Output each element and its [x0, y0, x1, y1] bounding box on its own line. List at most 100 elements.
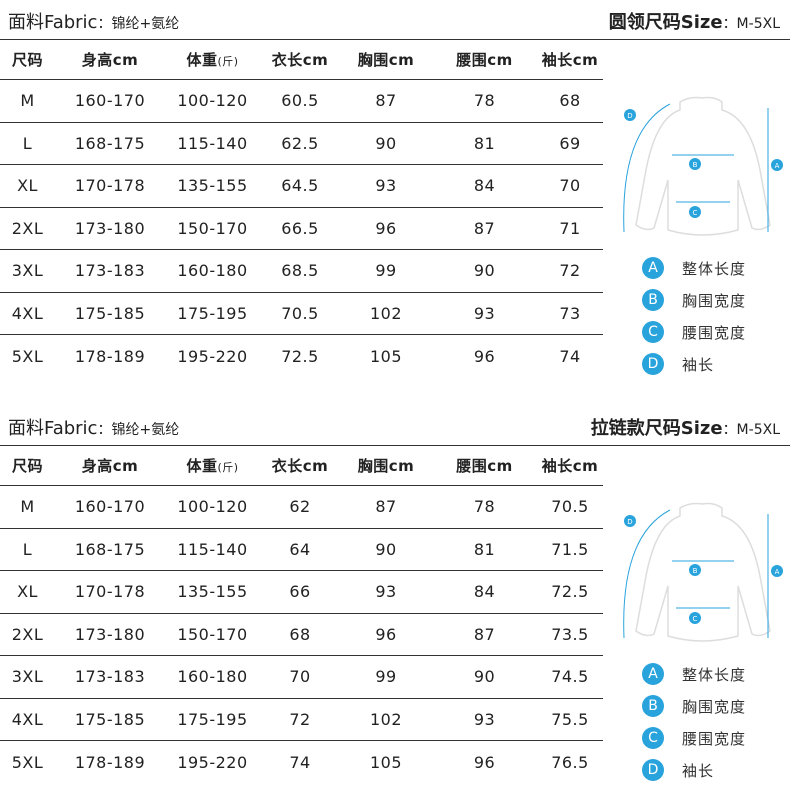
- svg-text:B: B: [693, 161, 698, 169]
- column-header-text: 衣长cm: [271, 457, 329, 475]
- diagram: D A B C: [610, 496, 790, 656]
- size-chart-section: 面料Fabric：锦纶+氨纶 圆领尺码Size：M-5XL 尺码 身高cm 体重(斤…: [0, 0, 790, 395]
- table-cell: 195-220: [177, 752, 248, 772]
- legend-label: 胸围宽度: [682, 697, 747, 716]
- table-cell: 76.5: [551, 752, 589, 772]
- column-header: 袖长cm: [537, 49, 603, 70]
- table-cell: 150-170: [177, 624, 248, 644]
- column-header: 胸围cm: [340, 49, 432, 70]
- legend-badge-icon: A: [642, 257, 664, 279]
- table-cell: 178-189: [74, 346, 146, 366]
- legend-label: 胸围宽度: [682, 291, 747, 310]
- column-header-text: 体重: [186, 457, 218, 475]
- svg-text:D: D: [627, 112, 632, 120]
- table-cell: 150-170: [177, 218, 248, 238]
- table-cell: 175-185: [74, 709, 146, 729]
- legend-badge-icon: D: [642, 353, 664, 375]
- table-cell: L: [22, 539, 33, 559]
- sleeve-arrow: [623, 103, 671, 233]
- column-header: 胸围cm: [340, 455, 432, 476]
- legend-item: D 袖长: [642, 754, 746, 786]
- table-cell: 87: [375, 497, 397, 517]
- column-header: 尺码: [0, 49, 55, 70]
- table-cell: 72: [289, 709, 311, 729]
- column-header-text: 胸围cm: [357, 457, 415, 475]
- table-cell: 66.5: [281, 218, 319, 238]
- legend-label: 腰围宽度: [682, 729, 747, 748]
- table-cell: L: [22, 133, 33, 153]
- table-cell: 4XL: [11, 709, 44, 729]
- table-cell: 99: [375, 261, 397, 281]
- legend-badge-icon: C: [642, 321, 664, 343]
- table-cell: 87: [375, 91, 397, 111]
- table-cell: XL: [17, 582, 38, 602]
- column-header-text: 衣长cm: [271, 51, 329, 69]
- table-cell: 87: [473, 624, 496, 644]
- table-cell: 2XL: [11, 218, 44, 238]
- table-cell: 93: [375, 176, 397, 196]
- table-row: 3XL 173-183 160-180 70 99 90 74.5: [0, 656, 603, 699]
- table-cell: 135-155: [177, 176, 248, 196]
- table-row: L 168-175 115-140 64 90 81 71.5: [0, 529, 603, 571]
- column-header-text: 腰围cm: [456, 457, 513, 475]
- column-header: 尺码: [0, 455, 55, 476]
- table-cell: 5XL: [11, 752, 44, 772]
- table-cell: 73: [559, 303, 581, 323]
- table-cell: 70.5: [551, 497, 589, 517]
- legend-label: 袖长: [682, 761, 715, 780]
- legend-badge-icon: C: [642, 727, 664, 749]
- table-cell: 69: [559, 133, 581, 153]
- diagram: D A B C: [610, 90, 790, 250]
- table-cell: 170-178: [74, 582, 146, 602]
- table-cell: 93: [375, 582, 397, 602]
- table-cell: 90: [375, 539, 397, 559]
- table-row: XL 170-178 135-155 66 93 84 72.5: [0, 571, 603, 614]
- table-row: M 160-170 100-120 62 87 78 70.5: [0, 486, 603, 529]
- column-header-text: 身高cm: [81, 51, 139, 69]
- table-cell: 135-155: [177, 582, 248, 602]
- table-cell: 99: [375, 667, 397, 687]
- shirt-diagram: D A B C: [623, 96, 783, 236]
- table-cell: 75.5: [551, 709, 589, 729]
- table-cell: 175-195: [177, 709, 248, 729]
- table-row: 2XL 173-180 150-170 66.5 96 87 71: [0, 208, 603, 250]
- table-cell: 96: [375, 624, 397, 644]
- table-cell: 78: [473, 91, 496, 111]
- table-cell: 168-175: [74, 539, 146, 559]
- table-row: L 168-175 115-140 62.5 90 81 69: [0, 123, 603, 165]
- column-header-text: 尺码: [11, 51, 43, 69]
- table-cell: M: [20, 497, 35, 517]
- legend-item: C 腰围宽度: [642, 316, 746, 348]
- table-row: 5XL 178-189 195-220 72.5 105 96 74: [0, 335, 603, 378]
- table-cell: 102: [369, 709, 403, 729]
- legend-label: 整体长度: [682, 665, 747, 684]
- table-cell: 96: [473, 752, 496, 772]
- size-value: ：M-5XL: [722, 422, 780, 438]
- section-header: 面料Fabric：锦纶+氨纶 圆领尺码Size：M-5XL: [0, 0, 790, 40]
- legend-label: 腰围宽度: [682, 323, 747, 342]
- legend-item: D 袖长: [642, 348, 746, 380]
- table-cell: 74: [289, 752, 311, 772]
- section-header: 面料Fabric：锦纶+氨纶 拉链款尺码Size：M-5XL: [0, 406, 790, 446]
- table-cell: 70: [289, 667, 311, 687]
- column-header-text: 身高cm: [81, 457, 139, 475]
- table-cell: 74.5: [551, 667, 589, 687]
- svg-text:A: A: [775, 162, 780, 170]
- table-cell: 96: [375, 218, 397, 238]
- svg-text:A: A: [775, 568, 780, 576]
- table-cell: 64.5: [281, 176, 319, 196]
- column-header-text: 腰围cm: [456, 51, 513, 69]
- table-cell: M: [20, 91, 35, 111]
- column-header-text: 尺码: [11, 457, 43, 475]
- legend-item: C 腰围宽度: [642, 722, 746, 754]
- table-cell: 68: [559, 91, 581, 111]
- table-cell: 173-180: [74, 218, 146, 238]
- table-cell: 74: [559, 346, 581, 366]
- size-value: ：M-5XL: [722, 16, 780, 32]
- table-header-row: 尺码 身高cm 体重(斤) 衣长cm 胸围cm 腰围cm 袖长cm: [0, 40, 603, 80]
- table-cell: 72: [559, 261, 581, 281]
- table-cell: 87: [473, 218, 496, 238]
- table-cell: 90: [473, 667, 496, 687]
- size-label: 圆领尺码Size: [608, 12, 723, 33]
- table-cell: 72.5: [281, 346, 319, 366]
